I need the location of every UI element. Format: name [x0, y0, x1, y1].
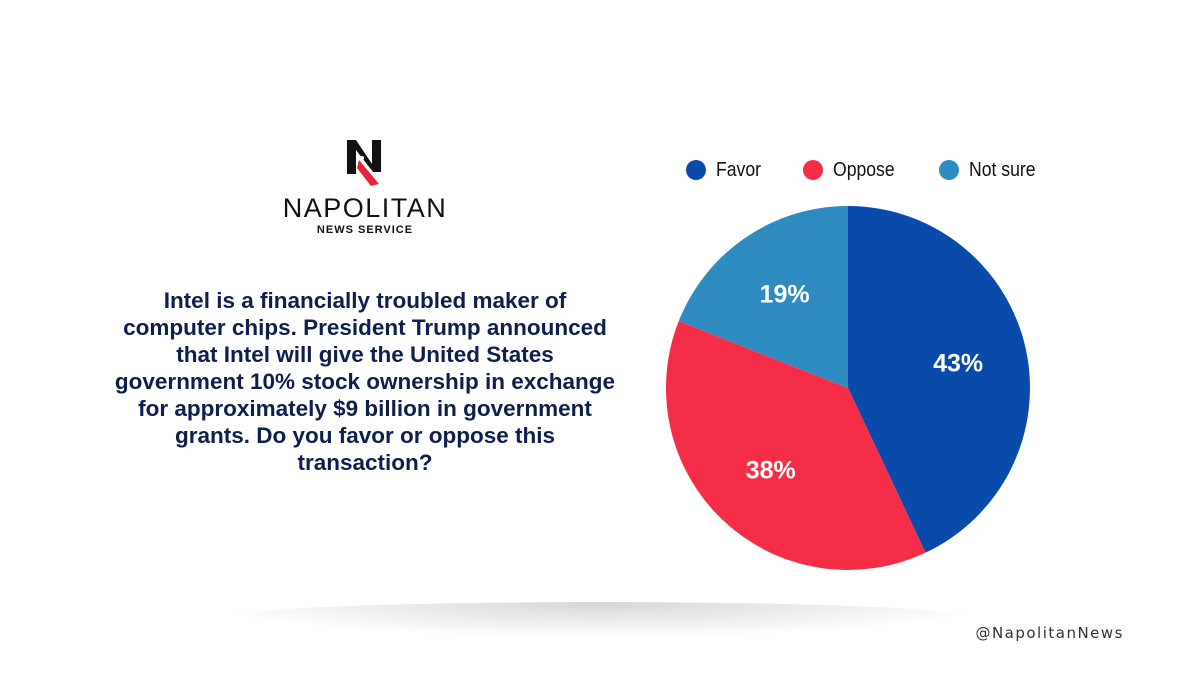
legend-label-not-sure: Not sure — [969, 158, 1036, 181]
logo-name: NAPOLITAN — [282, 193, 448, 223]
pie-slice-not-sure — [678, 206, 848, 388]
legend-item-not-sure: Not sure — [939, 159, 1045, 182]
legend-dot-not-sure — [939, 160, 960, 180]
legend-dot-oppose — [803, 160, 824, 180]
chart-legend: Favor Oppose Not sure — [686, 156, 1081, 184]
data-label-oppose: 38% — [746, 456, 796, 484]
legend-label-favor: Favor — [716, 158, 761, 181]
data-label-not-sure: 19% — [760, 281, 810, 309]
pie-slice-favor — [848, 206, 1030, 553]
pie-slice-oppose — [666, 321, 926, 570]
pie-chart: 43% 38% 19% — [666, 206, 1030, 570]
legend-label-oppose: Oppose — [833, 158, 895, 181]
legend-item-favor: Favor — [686, 159, 767, 182]
legend-item-oppose: Oppose — [803, 159, 903, 182]
card-shadow — [200, 602, 1000, 638]
napolitan-logo: NAPOLITAN NEWS SERVICE — [280, 138, 450, 236]
logo-subtitle: NEWS SERVICE — [316, 224, 414, 236]
social-handle: @NapolitanNews — [975, 624, 1124, 642]
poll-question: Intel is a financially troubled maker of… — [114, 288, 616, 475]
napolitan-n-logo-icon — [347, 140, 381, 186]
legend-dot-favor — [686, 160, 706, 180]
data-label-favor: 43% — [933, 349, 983, 377]
